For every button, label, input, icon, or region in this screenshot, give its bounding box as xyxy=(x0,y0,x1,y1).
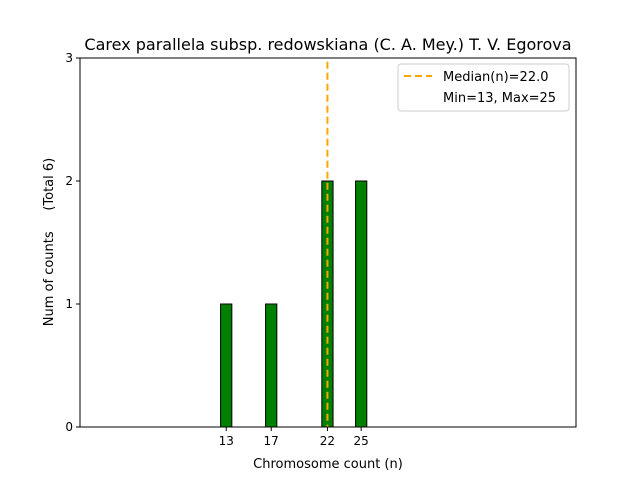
bar-25 xyxy=(355,180,368,428)
legend: Median(n)=22.0 Min=13, Max=25 xyxy=(397,63,570,112)
x-tick-label: 17 xyxy=(264,434,279,448)
y-tick-label: 1 xyxy=(65,297,73,311)
x-tick-label: 13 xyxy=(219,434,234,448)
x-tick-label: 22 xyxy=(320,434,335,448)
plot-frame xyxy=(79,57,577,428)
legend-minmax-label: Min=13, Max=25 xyxy=(443,91,556,106)
y-axis-label: Num of counts (Total 6) xyxy=(42,158,57,326)
legend-median-label: Median(n)=22.0 xyxy=(443,70,549,85)
bar-17 xyxy=(265,303,278,428)
y-tick-label: 3 xyxy=(65,51,73,65)
x-axis-label: Chromosome count (n) xyxy=(253,457,403,472)
bar-13 xyxy=(220,303,233,428)
y-tick-label: 0 xyxy=(65,420,73,434)
x-tick-label: 25 xyxy=(354,434,369,448)
y-tick-label: 2 xyxy=(65,174,73,188)
chart-title: Carex parallela subsp. redowskiana (C. A… xyxy=(84,35,571,54)
